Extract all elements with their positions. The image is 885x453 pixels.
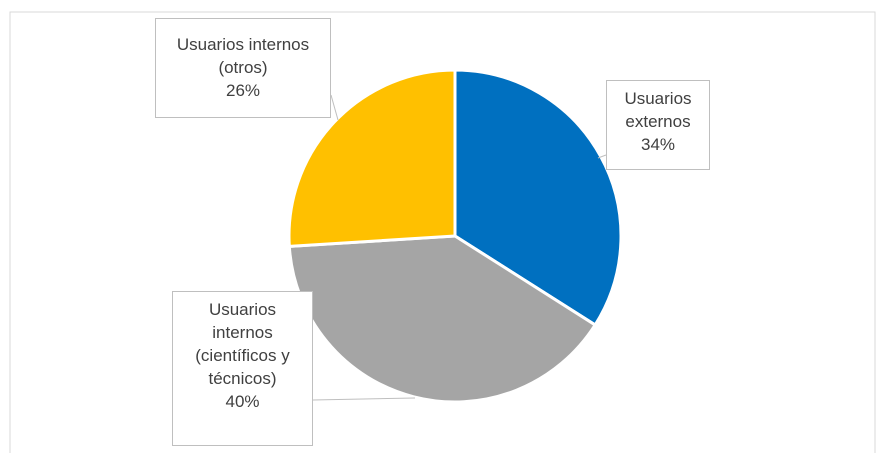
category-label: Usuarios internos (otros) — [176, 35, 310, 77]
data-label: Usuarios internos (otros) 26% — [155, 18, 331, 118]
data-label: Usuarios internos (científicos y técnico… — [172, 291, 313, 446]
data-label: Usuarios externos 34% — [606, 80, 710, 170]
value-label: 40% — [225, 392, 260, 411]
leader-line — [330, 94, 339, 121]
category-label: Usuarios externos — [624, 89, 692, 131]
category-label: Usuarios internos (científicos y técnico… — [195, 300, 290, 388]
pie-slice — [287, 68, 457, 249]
value-label: 34% — [640, 135, 676, 154]
value-label: 26% — [225, 81, 261, 100]
chart-border — [9, 11, 876, 453]
leader-line — [597, 154, 607, 159]
leader-line — [312, 397, 416, 401]
